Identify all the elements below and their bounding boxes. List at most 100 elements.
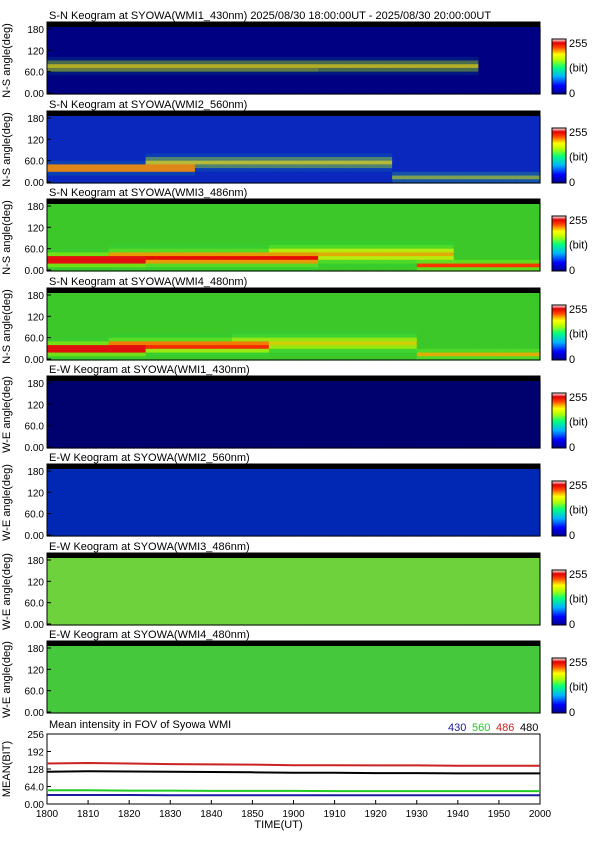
heatmap-cell [72, 418, 85, 422]
colorbar-min-label: 0 [569, 354, 575, 366]
heatmap-cell [404, 27, 417, 31]
heatmap-cell [466, 215, 479, 219]
heatmap-cell [158, 27, 171, 31]
heatmap-cell [158, 415, 171, 419]
heatmap-cell [466, 75, 479, 79]
heatmap-cell [330, 341, 343, 345]
heatmap-cell [59, 592, 72, 596]
heatmap-cell [133, 297, 146, 301]
heatmap-cell [195, 211, 208, 215]
heatmap-cell [195, 476, 208, 480]
heatmap-cell [417, 319, 430, 323]
heatmap-cell [503, 83, 516, 87]
heatmap-cell [170, 238, 183, 242]
heatmap-cell [404, 381, 417, 385]
heatmap-cell [503, 381, 516, 385]
heatmap-cell [109, 127, 122, 131]
heatmap-cell [478, 127, 491, 131]
heatmap-cell [207, 57, 220, 61]
heatmap-cell [257, 323, 270, 327]
heatmap-cell [417, 514, 430, 518]
heatmap-cell [59, 157, 72, 161]
heatmap-cell [491, 164, 504, 168]
heatmap-cell [244, 411, 257, 415]
heatmap-cell [195, 349, 208, 353]
heatmap-cell [207, 312, 220, 316]
heatmap-cell [417, 327, 430, 331]
heatmap-cell [96, 211, 109, 215]
heatmap-cell [220, 164, 233, 168]
heatmap-cell [503, 64, 516, 68]
heatmap-cell [207, 153, 220, 157]
heatmap-cell [72, 61, 85, 65]
heatmap-cell [146, 411, 159, 415]
heatmap-cell [441, 606, 454, 610]
heatmap-cell [515, 238, 528, 242]
heatmap-cell [281, 252, 294, 256]
heatmap-cell [503, 517, 516, 521]
heatmap-cell [404, 345, 417, 349]
heatmap-cell [207, 330, 220, 334]
heatmap-cell [195, 569, 208, 573]
heatmap-cell [306, 345, 319, 349]
heatmap-cell [454, 411, 467, 415]
heatmap-cell [109, 204, 122, 208]
heatmap-cell [133, 204, 146, 208]
heatmap-cell [72, 349, 85, 353]
heatmap-cell [330, 426, 343, 430]
heatmap-cell [269, 441, 282, 445]
heatmap-cell [220, 529, 233, 533]
heatmap-cell [170, 38, 183, 42]
heatmap-cell [96, 245, 109, 249]
heatmap-cell [417, 176, 430, 180]
heatmap-cell [72, 517, 85, 521]
heatmap-cell [330, 138, 343, 142]
heatmap-cell [478, 495, 491, 499]
heatmap-cell [404, 176, 417, 180]
heatmap-cell [281, 164, 294, 168]
heatmap-cell [59, 38, 72, 42]
heatmap-cell [294, 223, 307, 227]
heatmap-cell [133, 46, 146, 50]
heatmap-cell [59, 476, 72, 480]
heatmap-cell [306, 349, 319, 353]
heatmap-cell [195, 381, 208, 385]
heatmap-cell [170, 396, 183, 400]
heatmap-cell [503, 584, 516, 588]
heatmap-cell [392, 353, 405, 357]
heatmap-cell [158, 323, 171, 327]
heatmap-cell [441, 211, 454, 215]
heatmap-cell [528, 38, 541, 42]
heatmap-cell [515, 249, 528, 253]
heatmap-cell [195, 495, 208, 499]
heatmap-cell [72, 338, 85, 342]
heatmap-cell [269, 219, 282, 223]
heatmap-cell [478, 319, 491, 323]
heatmap-cell [515, 208, 528, 212]
heatmap-cell [232, 569, 245, 573]
heatmap-cell [355, 603, 368, 607]
heatmap-cell [515, 64, 528, 68]
heatmap-cell [367, 164, 380, 168]
heatmap-cell [429, 323, 442, 327]
heatmap-cell [158, 249, 171, 253]
heatmap-cell [306, 385, 319, 389]
heatmap-cell [121, 168, 134, 172]
heatmap-cell [195, 83, 208, 87]
heatmap-cell [170, 304, 183, 308]
heatmap-cell [232, 480, 245, 484]
heatmap-cell [318, 79, 331, 83]
heatmap-cell [343, 510, 356, 514]
heatmap-cell [207, 476, 220, 480]
heatmap-cell [392, 264, 405, 268]
heatmap-cell [269, 491, 282, 495]
heatmap-cell [269, 79, 282, 83]
heatmap-cell [367, 569, 380, 573]
heatmap-cell [343, 252, 356, 256]
heatmap-cell [183, 437, 196, 441]
heatmap-cell [380, 592, 393, 596]
heatmap-cell [146, 422, 159, 426]
heatmap-cell [429, 83, 442, 87]
heatmap-cell [244, 31, 257, 35]
heatmap-cell [170, 208, 183, 212]
